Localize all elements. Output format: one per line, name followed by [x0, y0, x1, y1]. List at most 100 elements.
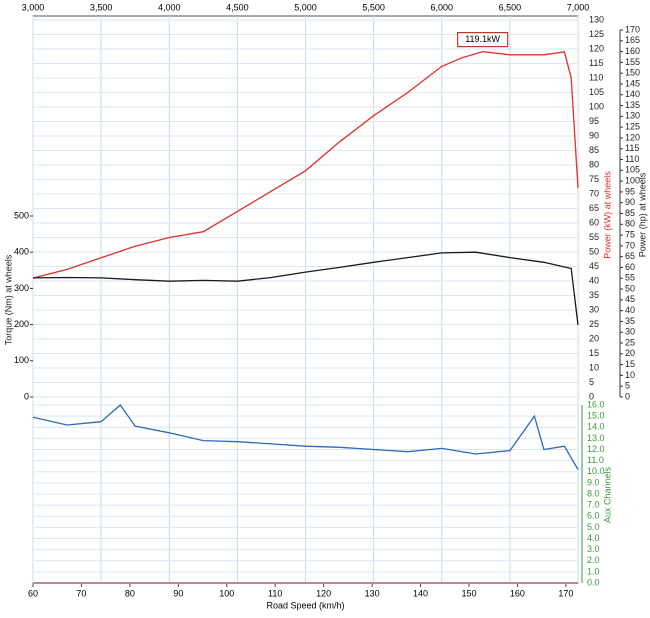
y4-tick-label: 14.0	[587, 422, 605, 432]
series-line	[32, 404, 579, 470]
y2-tick-label: 60	[625, 262, 635, 272]
y2-tick-label: 75	[625, 229, 635, 239]
y2-tick-label: 45	[625, 294, 635, 304]
y3-tick-label: 0	[24, 391, 29, 401]
y4-tick-label: 1.0	[587, 566, 600, 576]
y2-tick-label: 40	[625, 305, 635, 315]
y2-tick-label: 170	[625, 24, 640, 34]
x-tick-label: 7,000	[567, 2, 590, 12]
x2-tick-label: 80	[125, 588, 135, 598]
y2-tick-label: 115	[625, 143, 639, 153]
y-tick-label: 0	[589, 391, 594, 401]
y2-tick-label: 125	[625, 122, 640, 132]
y2-tick-label: 135	[625, 100, 640, 110]
y3-tick-label: 500	[14, 210, 29, 220]
y-tick-label: 10	[589, 362, 599, 372]
y-tick-label: 105	[589, 87, 604, 97]
axis-label: Aux Channels	[602, 466, 612, 523]
x2-tick-label: 130	[365, 588, 380, 598]
x2-tick-label: 110	[268, 588, 282, 598]
y2-tick-label: 30	[625, 327, 635, 337]
x2-tick-label: 70	[76, 588, 86, 598]
x2-tick-label: 170	[558, 588, 573, 598]
y2-tick-label: 10	[625, 370, 635, 380]
x-tick-label: 6,500	[499, 2, 522, 12]
y3-tick-label: 300	[14, 283, 29, 293]
y-tick-label: 45	[589, 261, 599, 271]
y2-tick-label: 25	[625, 337, 635, 347]
x2-tick-label: 160	[510, 588, 525, 598]
y2-tick-label: 90	[625, 197, 635, 207]
y-tick-label: 30	[589, 304, 599, 314]
axis-label: Power (kW) at wheels	[602, 171, 612, 259]
y4-tick-label: 8.0	[587, 488, 600, 498]
y4-tick-label: 4.0	[587, 533, 600, 543]
y3-tick-label: 100	[14, 355, 29, 365]
y-tick-label: 40	[589, 275, 599, 285]
y3-tick-label: 400	[14, 247, 29, 257]
y2-tick-label: 55	[625, 273, 635, 283]
series-line	[32, 251, 579, 326]
x2-tick-label: 100	[219, 588, 234, 598]
y2-tick-label: 85	[625, 208, 635, 218]
y4-tick-label: 9.0	[587, 477, 600, 487]
y2-tick-label: 65	[625, 251, 635, 261]
y2-tick-label: 0	[625, 391, 630, 401]
y2-tick-label: 130	[625, 111, 640, 121]
y4-tick-label: 15.0	[587, 411, 605, 421]
y-tick-label: 60	[589, 217, 599, 227]
y2-tick-label: 160	[625, 46, 640, 56]
x-tick-label: 5,000	[294, 2, 317, 12]
x2-tick-label: 90	[173, 588, 183, 598]
y4-tick-label: 5.0	[587, 522, 600, 532]
series-line	[32, 50, 579, 279]
y4-tick-label: 11.0	[587, 455, 604, 465]
y2-tick-label: 20	[625, 348, 635, 358]
y-tick-label: 115	[589, 58, 603, 68]
x2-tick-label: 150	[461, 588, 476, 598]
y-tick-label: 50	[589, 246, 599, 256]
y2-tick-label: 35	[625, 316, 635, 326]
y-tick-label: 55	[589, 232, 599, 242]
y-tick-label: 85	[589, 145, 599, 155]
y-tick-label: 130	[589, 14, 604, 24]
y-tick-label: 120	[589, 43, 604, 53]
y2-tick-label: 140	[625, 89, 640, 99]
x-tick-label: 5,500	[362, 2, 385, 12]
y4-tick-label: 6.0	[587, 511, 600, 521]
x2-axis-label: Road Speed (km/h)	[266, 600, 344, 610]
y-tick-label: 65	[589, 203, 599, 213]
y-tick-label: 15	[589, 348, 599, 358]
y-tick-label: 100	[589, 101, 604, 111]
y2-tick-label: 100	[625, 175, 640, 185]
y-tick-label: 35	[589, 290, 599, 300]
annotation-box	[457, 32, 509, 48]
x-tick-label: 3,500	[90, 2, 113, 12]
y2-tick-label: 70	[625, 240, 635, 250]
x-tick-label: 6,000	[430, 2, 453, 12]
y4-tick-label: 2.0	[587, 555, 600, 565]
x-tick-label: 4,000	[158, 2, 181, 12]
y2-tick-label: 95	[625, 186, 635, 196]
y2-tick-label: 165	[625, 35, 640, 45]
x2-tick-label: 140	[413, 588, 428, 598]
y2-tick-label: 155	[625, 57, 640, 67]
x2-tick-label: 120	[316, 588, 331, 598]
y-tick-label: 20	[589, 333, 599, 343]
y4-tick-label: 12.0	[587, 444, 605, 454]
y2-tick-label: 120	[625, 132, 640, 142]
y2-tick-label: 110	[625, 154, 639, 164]
x-tick-label: 4,500	[226, 2, 249, 12]
y-tick-label: 25	[589, 319, 599, 329]
y2-tick-label: 5	[625, 381, 630, 391]
y4-tick-label: 3.0	[587, 544, 600, 554]
y4-tick-label: 10.0	[587, 466, 605, 476]
axis-label: Torque (Nm) at wheels	[3, 254, 13, 345]
y-tick-label: 75	[589, 174, 599, 184]
y2-tick-label: 15	[625, 359, 635, 369]
y2-tick-label: 50	[625, 283, 635, 293]
y-tick-label: 70	[589, 188, 599, 198]
y-tick-label: 5	[589, 377, 594, 387]
